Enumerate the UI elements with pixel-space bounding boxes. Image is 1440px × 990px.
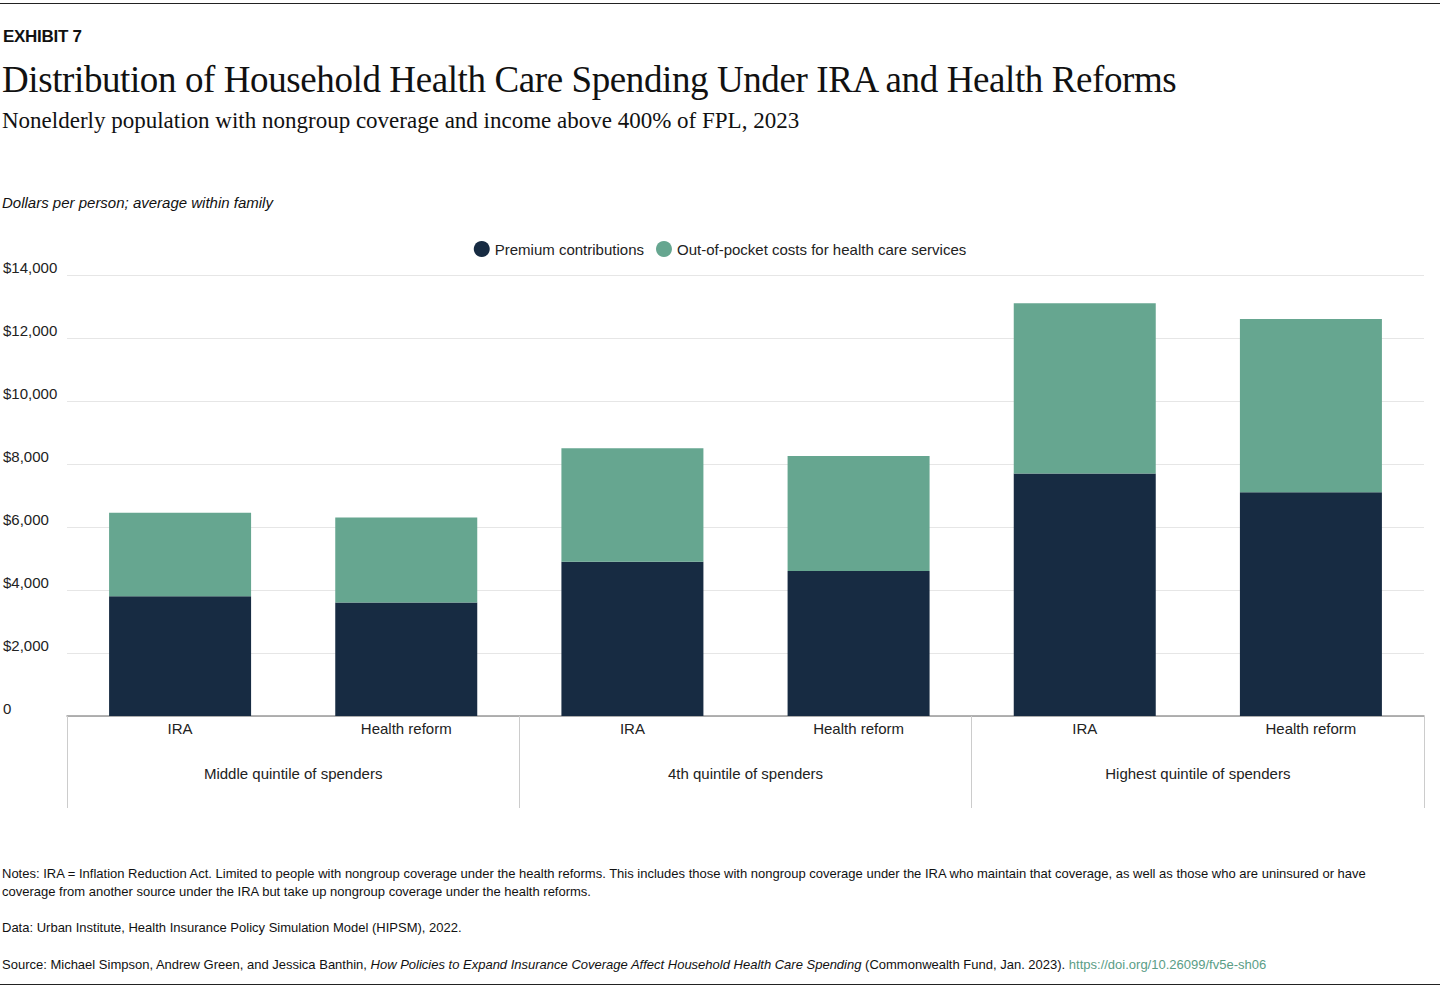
svg-text:$14,000: $14,000: [3, 259, 57, 276]
svg-text:IRA: IRA: [620, 720, 645, 737]
svg-text:IRA: IRA: [168, 720, 193, 737]
svg-text:Health reform: Health reform: [361, 720, 452, 737]
svg-text:$4,000: $4,000: [3, 574, 49, 591]
svg-text:Health reform: Health reform: [813, 720, 904, 737]
html-text:Nonelderly population with non: Nonelderly population with nongroup cove…: [2, 108, 800, 133]
html-text:Distribution of Household Heal: Distribution of Household Health Care Sp…: [2, 59, 1177, 100]
svg-text:Highest quintile of spenders: Highest quintile of spenders: [1105, 765, 1290, 782]
svg-text:Middle quintile of spenders: Middle quintile of spenders: [204, 765, 382, 782]
html-text:Notes: IRA = Inflation Reducti: Notes: IRA = Inflation Reduction Act. Li…: [2, 866, 1366, 899]
svg-text:$8,000: $8,000: [3, 448, 49, 465]
html-text:EXHIBIT 7: EXHIBIT 7: [3, 27, 82, 46]
html-text:Source: Michael Simpson, Andre: Source: Michael Simpson, Andrew Green, a…: [2, 957, 1267, 972]
svg-text:$2,000: $2,000: [3, 637, 49, 654]
svg-text:Health reform: Health reform: [1265, 720, 1356, 737]
svg-text:Premium contributions: Premium contributions: [495, 241, 644, 258]
html-text:Data: Urban Institute, Health: Data: Urban Institute, Health Insurance …: [2, 920, 462, 935]
svg-text:IRA: IRA: [1072, 720, 1097, 737]
svg-text:$12,000: $12,000: [3, 322, 57, 339]
svg-text:$6,000: $6,000: [3, 511, 49, 528]
svg-text:0: 0: [3, 700, 11, 717]
svg-text:4th quintile of spenders: 4th quintile of spenders: [668, 765, 823, 782]
svg-text:Out-of-pocket costs for health: Out-of-pocket costs for health care serv…: [677, 241, 966, 258]
svg-text:$10,000: $10,000: [3, 385, 57, 402]
html-text:Dollars per person; average wi: Dollars per person; average within famil…: [2, 194, 273, 211]
